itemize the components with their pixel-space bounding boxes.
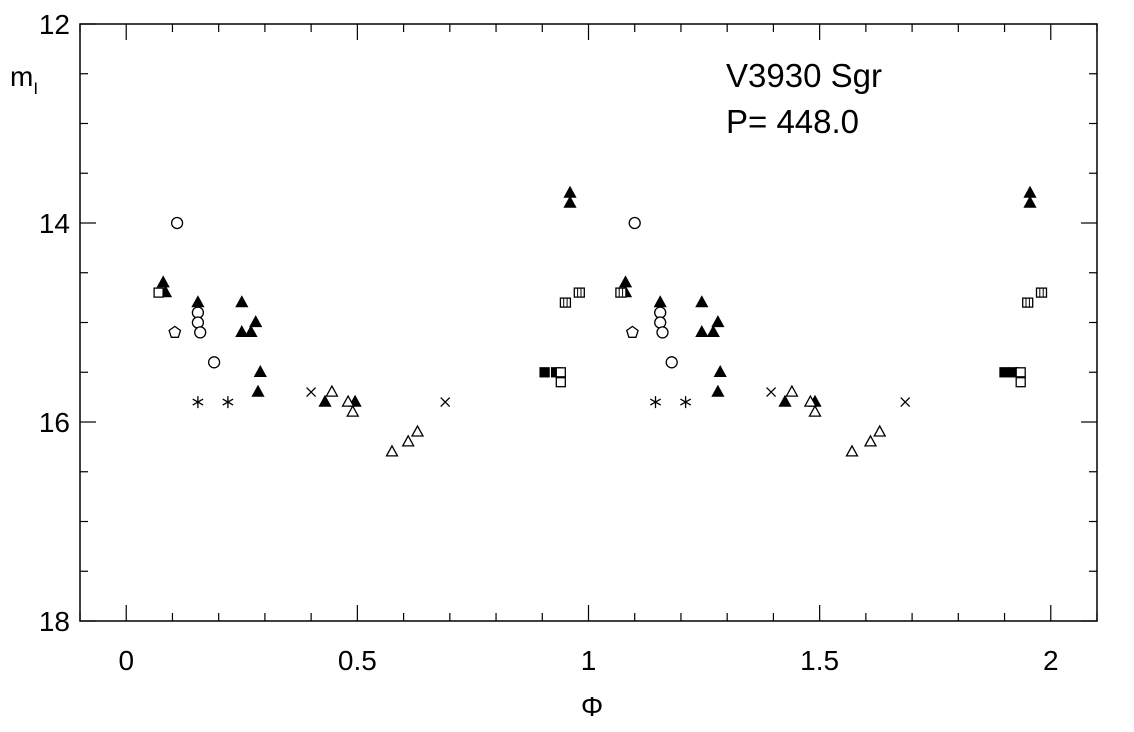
- data-point-filled-triangle: [235, 295, 249, 308]
- data-point-filled-square: [999, 367, 1010, 378]
- x-tick-label: 1: [581, 645, 597, 676]
- data-point-filled-triangle: [191, 295, 205, 308]
- data-point-open-square: [1015, 377, 1026, 388]
- data-point-open-triangle: [401, 434, 415, 447]
- x-tick-label: 1.5: [800, 645, 839, 676]
- data-point-open-triangle: [863, 434, 878, 447]
- data-point-open-circle: [628, 216, 641, 230]
- data-point-open-circle: [194, 326, 207, 339]
- data-point-open-circle: [191, 316, 205, 329]
- y-axis-label-main: m: [10, 61, 33, 92]
- x-tick-labels: 0 0.5 1 1.5 2: [118, 645, 1058, 676]
- data-point-open-triangle: [845, 444, 859, 457]
- data-point-open-triangle: [808, 404, 822, 417]
- x-tick-label: 2: [1043, 645, 1059, 676]
- data-point-filled-triangle: [253, 364, 267, 377]
- data-point-open-pentagon: [625, 325, 639, 338]
- data-point-barred-square: [1022, 297, 1034, 308]
- y-axis-label: mI: [10, 61, 38, 98]
- data-point-barred-square: [573, 287, 585, 298]
- data-point-asterisk: [649, 396, 662, 409]
- data-point-filled-square: [539, 367, 550, 378]
- data-point-asterisk: [192, 396, 204, 409]
- data-point-barred-square: [615, 287, 627, 298]
- data-point-filled-triangle: [618, 275, 633, 288]
- plot-frame: [79, 23, 1098, 622]
- data-point-open-circle: [656, 326, 669, 339]
- data-point-open-triangle: [346, 404, 360, 417]
- data-point-filled-triangle: [711, 384, 725, 397]
- data-point-filled-triangle: [1023, 195, 1037, 208]
- data-point-filled-triangle: [695, 295, 709, 308]
- data-point-filled-triangle: [711, 315, 725, 328]
- data-point-filled-triangle: [244, 325, 258, 338]
- data-point-open-triangle: [873, 424, 887, 437]
- y-tick-labels: 12 14 16 18: [39, 9, 70, 637]
- data-point-filled-triangle: [706, 325, 720, 338]
- data-point-open-square: [1015, 367, 1026, 378]
- data-point-filled-triangle: [563, 185, 577, 198]
- period-label: P= 448.0: [726, 103, 859, 140]
- data-points: [153, 185, 1048, 457]
- data-point-cross: [306, 387, 317, 398]
- y-axis-label-subscript: I: [33, 79, 38, 98]
- data-point-filled-triangle: [713, 364, 727, 377]
- data-point-open-triangle: [341, 394, 355, 407]
- x-axis-label: Φ: [581, 691, 603, 722]
- chart-title: V3930 Sgr: [726, 57, 882, 94]
- data-point-cross: [766, 387, 777, 398]
- data-point-open-square: [153, 287, 164, 298]
- data-point-cross: [440, 397, 451, 408]
- data-point-filled-triangle: [156, 275, 170, 288]
- data-point-cross: [900, 397, 911, 408]
- data-point-filled-triangle: [235, 325, 249, 338]
- data-point-filled-triangle: [318, 394, 332, 407]
- data-point-open-triangle: [785, 384, 799, 397]
- data-point-barred-square: [559, 297, 572, 308]
- data-point-open-circle: [665, 356, 678, 369]
- y-tick-label: 16: [39, 407, 70, 438]
- y-tick-label: 14: [39, 208, 70, 239]
- data-point-asterisk: [222, 396, 234, 409]
- data-point-open-square: [555, 377, 566, 388]
- data-point-asterisk: [680, 396, 692, 409]
- data-point-filled-triangle: [653, 295, 667, 308]
- data-point-filled-triangle: [563, 195, 577, 208]
- data-point-open-triangle: [325, 384, 339, 397]
- data-point-filled-triangle: [1023, 185, 1037, 198]
- axis-ticks: [79, 23, 1098, 622]
- data-point-open-triangle: [803, 394, 817, 407]
- data-point-filled-triangle: [251, 384, 265, 397]
- data-point-open-triangle: [385, 444, 399, 457]
- data-point-filled-triangle: [249, 315, 263, 328]
- data-point-filled-triangle: [778, 394, 792, 407]
- data-point-open-circle: [207, 356, 221, 369]
- data-point-barred-square: [1035, 287, 1048, 298]
- data-point-open-pentagon: [168, 325, 182, 338]
- data-point-open-triangle: [410, 424, 425, 437]
- data-point-open-circle: [654, 316, 667, 329]
- data-point-open-square: [555, 367, 566, 378]
- y-tick-label: 12: [39, 9, 70, 40]
- data-point-filled-triangle: [695, 325, 709, 338]
- y-tick-label: 18: [39, 606, 70, 637]
- x-tick-label: 0.5: [338, 645, 377, 676]
- x-tick-label: 0: [118, 645, 134, 676]
- data-point-open-circle: [170, 216, 184, 230]
